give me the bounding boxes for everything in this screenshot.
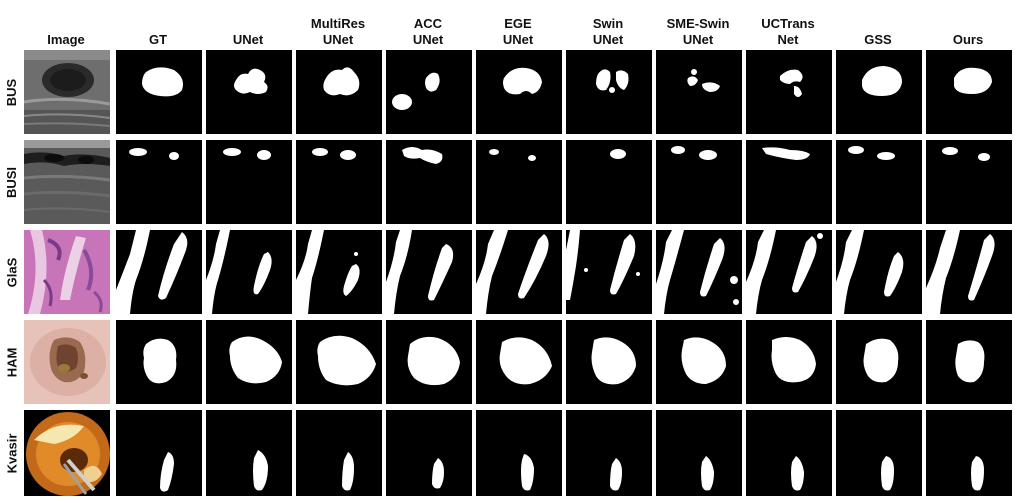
column-header-line2: UNet xyxy=(502,32,534,47)
column-header-unet: UNet xyxy=(204,4,292,48)
mask-ham-ours xyxy=(926,320,1012,404)
column-header-gt: GT xyxy=(114,4,202,48)
mask-ham-unet xyxy=(206,320,292,404)
input-image-busi xyxy=(24,140,110,224)
row-label-ham: HAM xyxy=(2,320,22,404)
column-header-line2: GSS xyxy=(864,32,892,47)
column-header-line1: Swin xyxy=(592,16,624,31)
column-header-line2: UNet xyxy=(592,32,624,47)
mask-glas-gss xyxy=(836,230,922,314)
input-image-kvasir xyxy=(24,410,110,496)
row-label-kvasir: Kvasir xyxy=(2,410,22,496)
column-header-uctransnet: UCTrans Net xyxy=(744,4,832,48)
column-header-acc-unet: ACC UNet xyxy=(384,4,472,48)
mask-busi-acc-unet xyxy=(386,140,472,224)
mask-busi-uctransnet xyxy=(746,140,832,224)
mask-ham-sme-swin-unet xyxy=(656,320,742,404)
mask-kvasir-swin-unet xyxy=(566,410,652,496)
mask-kvasir-acc-unet xyxy=(386,410,472,496)
mask-ham-multires-unet xyxy=(296,320,382,404)
column-header-line2: UNet xyxy=(682,32,714,47)
column-header-swin-unet: Swin UNet xyxy=(564,4,652,48)
mask-ham-swin-unet xyxy=(566,320,652,404)
mask-glas-sme-swin-unet xyxy=(656,230,742,314)
mask-ham-acc-unet xyxy=(386,320,472,404)
mask-bus-sme-swin-unet xyxy=(656,50,742,134)
row-label-text: HAM xyxy=(4,347,20,377)
mask-ham-uctransnet xyxy=(746,320,832,404)
input-image-bus xyxy=(24,50,110,134)
mask-bus-unet xyxy=(206,50,292,134)
input-image-ham xyxy=(24,320,110,404)
column-header-ege-unet: EGE UNet xyxy=(474,4,562,48)
column-header-image: Image xyxy=(22,4,110,48)
mask-busi-gt xyxy=(116,140,202,224)
mask-busi-ege-unet xyxy=(476,140,562,224)
mask-kvasir-sme-swin-unet xyxy=(656,410,742,496)
mask-glas-ege-unet xyxy=(476,230,562,314)
column-header-line1: UCTrans xyxy=(761,16,815,31)
mask-busi-ours xyxy=(926,140,1012,224)
mask-busi-swin-unet xyxy=(566,140,652,224)
row-label-busi: BUSI xyxy=(2,140,22,224)
mask-ham-ege-unet xyxy=(476,320,562,404)
column-header-gss: GSS xyxy=(834,4,922,48)
column-header-multires-unet: MultiRes UNet xyxy=(294,4,382,48)
column-header-line2: Image xyxy=(47,32,85,47)
column-header-line1: SME-Swin xyxy=(666,16,730,31)
row-label-bus: BUS xyxy=(2,50,22,134)
row-label-text: GlaS xyxy=(4,257,20,287)
column-header-sme-swin-unet: SME-Swin UNet xyxy=(654,4,742,48)
mask-kvasir-ege-unet xyxy=(476,410,562,496)
mask-glas-swin-unet xyxy=(566,230,652,314)
mask-bus-uctransnet xyxy=(746,50,832,134)
row-label-glas: GlaS xyxy=(2,230,22,314)
mask-ham-gt xyxy=(116,320,202,404)
column-header-line2: UNet xyxy=(322,32,354,47)
mask-glas-acc-unet xyxy=(386,230,472,314)
mask-busi-multires-unet xyxy=(296,140,382,224)
mask-glas-gt xyxy=(116,230,202,314)
mask-busi-gss xyxy=(836,140,922,224)
mask-bus-ege-unet xyxy=(476,50,562,134)
column-header-line2: Net xyxy=(777,32,799,47)
mask-bus-multires-unet xyxy=(296,50,382,134)
mask-glas-multires-unet xyxy=(296,230,382,314)
mask-ham-gss xyxy=(836,320,922,404)
mask-kvasir-multires-unet xyxy=(296,410,382,496)
mask-busi-sme-swin-unet xyxy=(656,140,742,224)
column-header-line1: MultiRes xyxy=(310,16,366,31)
mask-kvasir-uctransnet xyxy=(746,410,832,496)
column-header-line2: UNet xyxy=(412,32,444,47)
input-image-glas xyxy=(24,230,110,314)
mask-glas-ours xyxy=(926,230,1012,314)
mask-bus-ours xyxy=(926,50,1012,134)
mask-bus-acc-unet xyxy=(386,50,472,134)
column-header-line2: GT xyxy=(148,32,168,47)
column-header-line2: UNet xyxy=(232,32,264,47)
row-label-text: Kvasir xyxy=(4,433,20,473)
mask-bus-swin-unet xyxy=(566,50,652,134)
mask-kvasir-unet xyxy=(206,410,292,496)
row-label-text: BUS xyxy=(4,78,20,106)
mask-busi-unet xyxy=(206,140,292,224)
mask-bus-gss xyxy=(836,50,922,134)
mask-kvasir-gss xyxy=(836,410,922,496)
column-header-line1: EGE xyxy=(504,16,532,31)
column-header-ours: Ours xyxy=(924,4,1012,48)
mask-kvasir-ours xyxy=(926,410,1012,496)
column-header-line1: ACC xyxy=(413,16,443,31)
mask-bus-gt xyxy=(116,50,202,134)
mask-glas-uctransnet xyxy=(746,230,832,314)
mask-glas-unet xyxy=(206,230,292,314)
column-header-line2: Ours xyxy=(952,32,984,47)
row-label-text: BUSI xyxy=(4,166,20,198)
mask-kvasir-gt xyxy=(116,410,202,496)
